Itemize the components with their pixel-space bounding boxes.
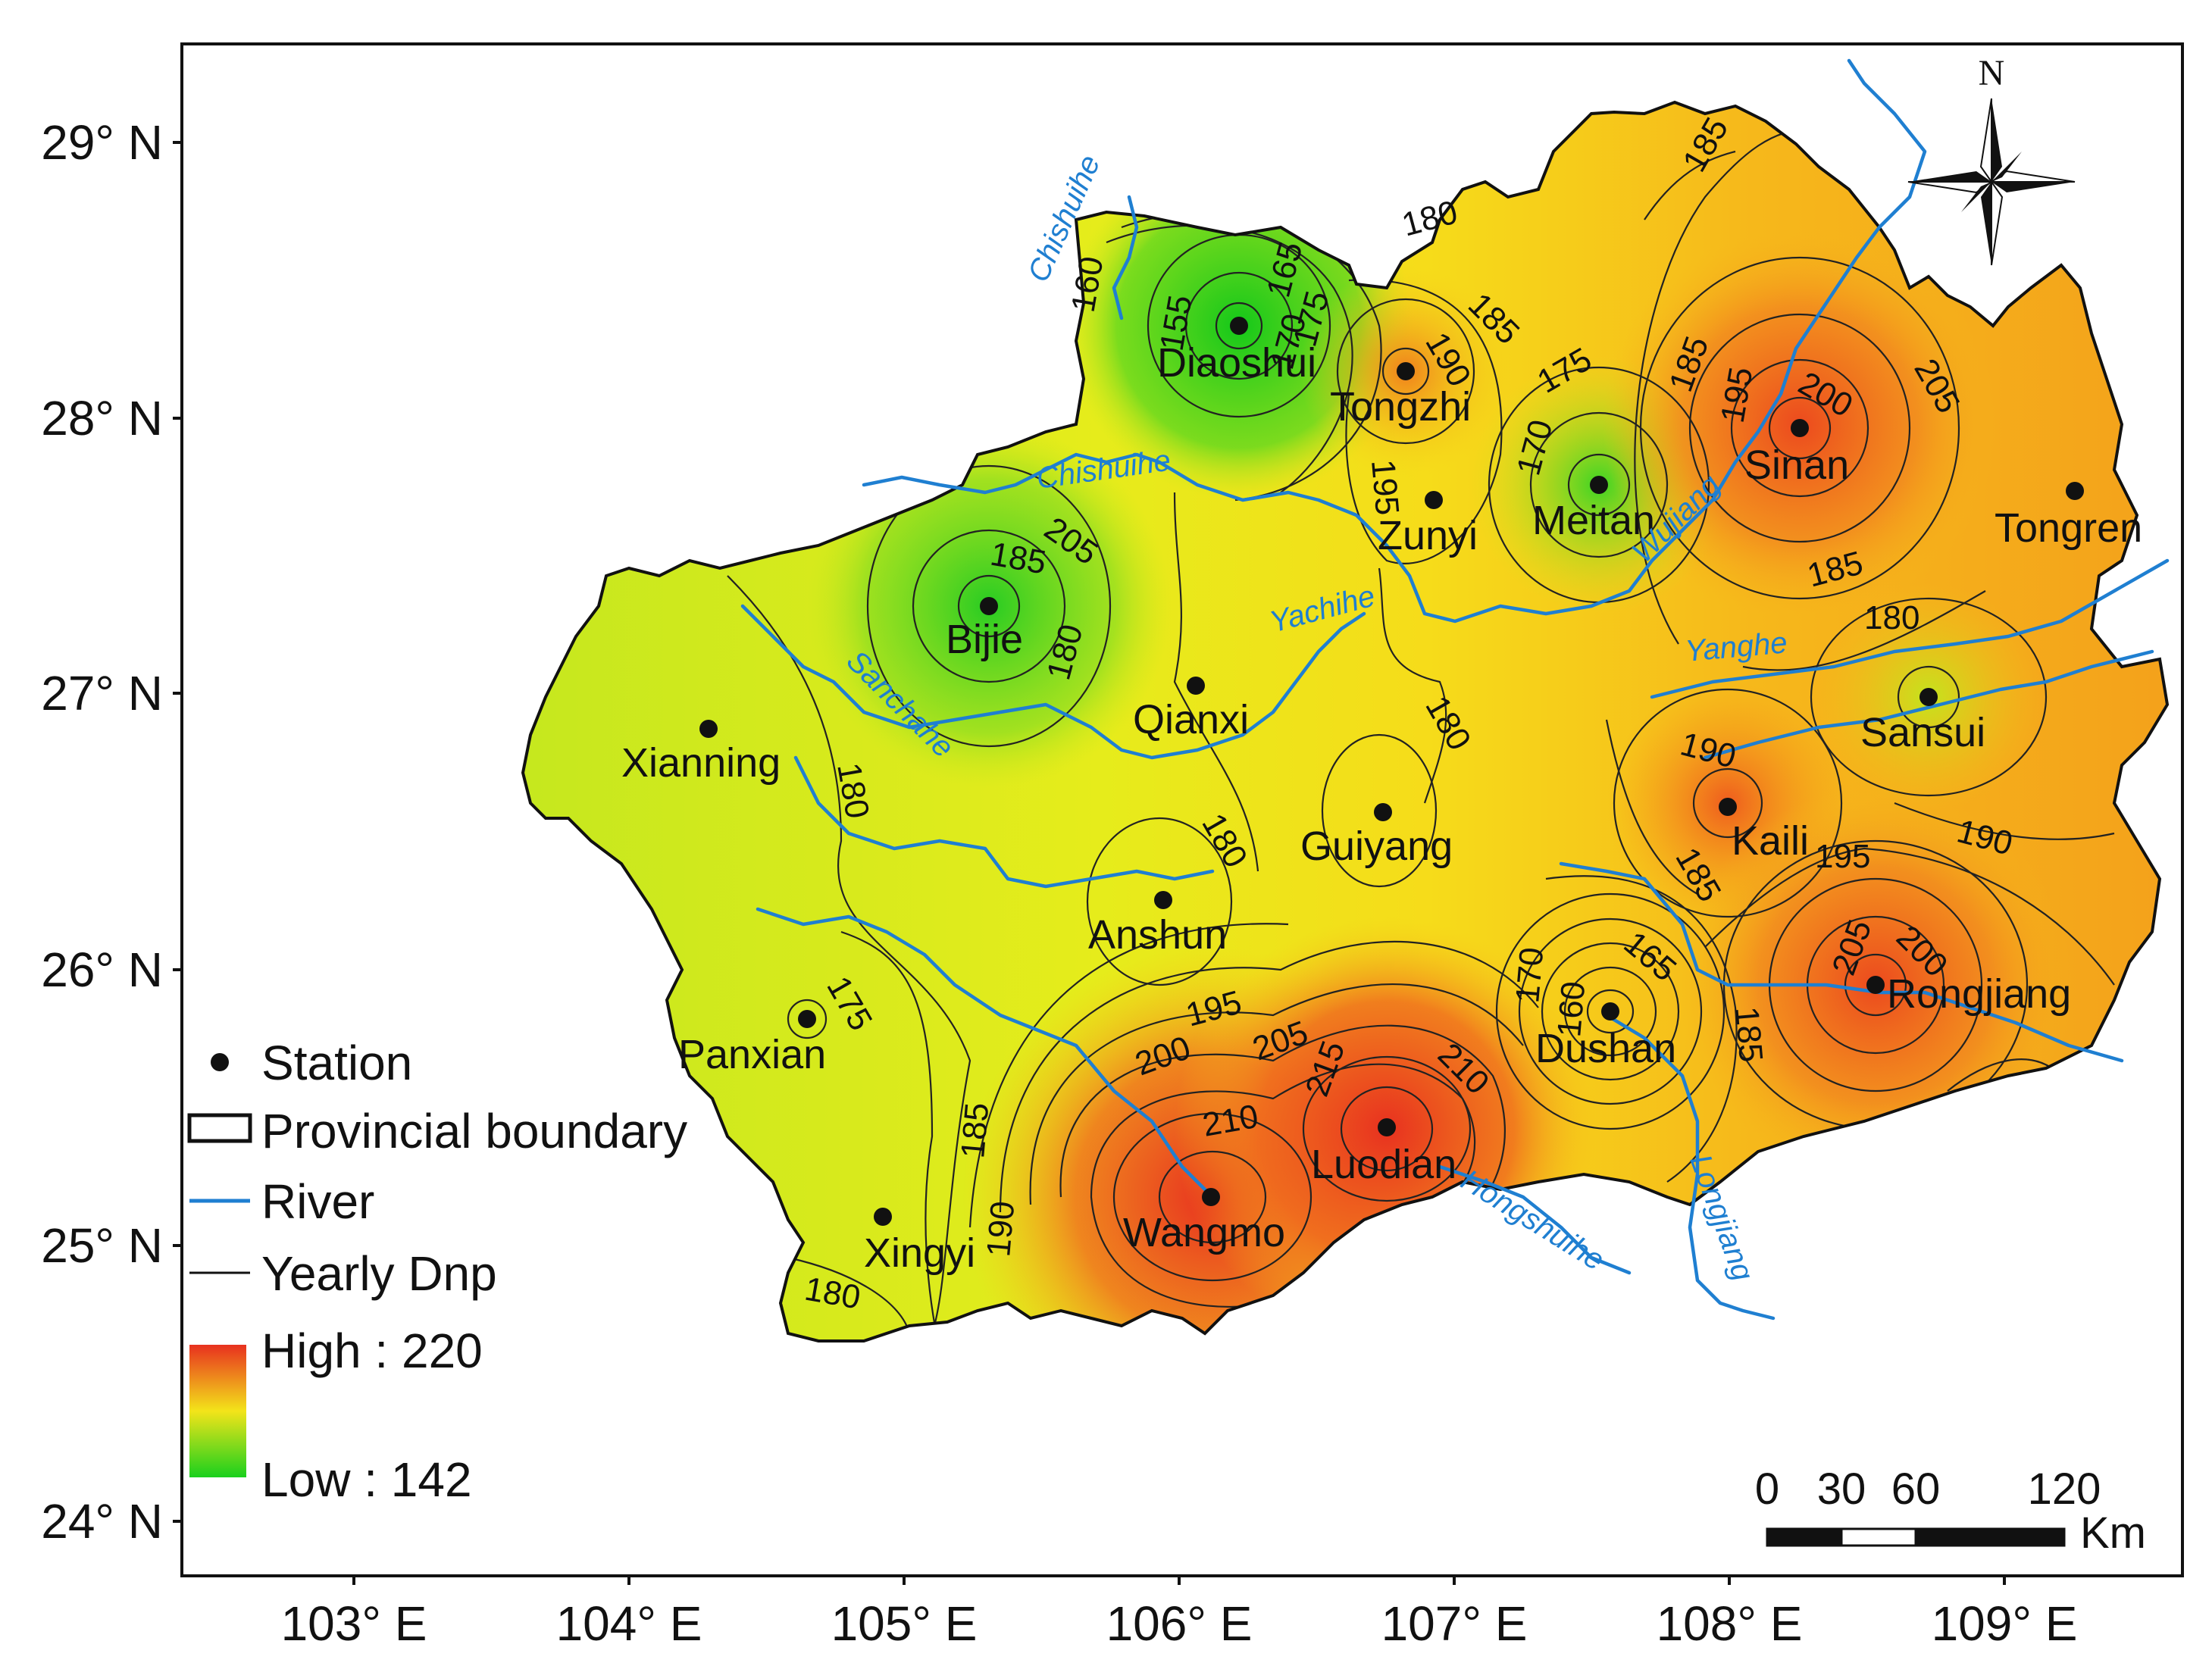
legend-boundary-symbol <box>187 1113 252 1143</box>
axis-ticks <box>173 141 2006 1585</box>
station-point-diaoshui <box>1230 317 1248 335</box>
lon-label-105: 105° E <box>831 1596 978 1651</box>
station-label-bijie: Bijie <box>946 617 1023 662</box>
lon-label-106: 106° E <box>1106 1596 1253 1651</box>
station-point-dushan <box>1601 1002 1619 1021</box>
station-point-qianxi <box>1187 677 1205 695</box>
provincial-boundary <box>521 100 2170 1342</box>
legend-high-label: High : 220 <box>261 1324 483 1378</box>
station-point-zunyi <box>1425 491 1443 509</box>
station-labels: Diaoshui Tongzhi Meitan Sinan Tongren Zu… <box>621 340 2142 1276</box>
rivers <box>740 58 2170 1321</box>
contour-label: 160 <box>1550 980 1592 1038</box>
longitude-labels: 103° E 104° E 105° E 106° E 107° E 108° … <box>281 1596 2078 1651</box>
lat-label-24: 24° N <box>41 1494 163 1549</box>
station-label-anshun: Anshun <box>1088 912 1227 958</box>
station-label-qianxi: Qianxi <box>1133 697 1249 742</box>
station-point-anshun <box>1154 891 1172 909</box>
contour-label: 195 <box>1815 838 1870 875</box>
contour-label: 195 <box>1364 458 1406 517</box>
station-points <box>699 317 2084 1226</box>
station-point-sansui <box>1919 688 1938 706</box>
legend-river-label: River <box>261 1174 374 1229</box>
lat-label-29: 29° N <box>41 115 163 170</box>
station-label-guiyang: Guiyang <box>1300 824 1453 869</box>
legend-station-symbol <box>211 1053 229 1071</box>
contour-label: 170 <box>1509 946 1550 1004</box>
north-arrow: N <box>1907 53 2076 266</box>
station-label-luodian: Luodian <box>1311 1142 1456 1187</box>
station-label-rongjiang: Rongjiang <box>1887 971 2071 1017</box>
station-label-xianning: Xianning <box>621 740 781 786</box>
legend-color-ramp <box>189 1345 246 1477</box>
station-point-rongjiang <box>1866 976 1885 994</box>
station-point-guiyang <box>1374 803 1392 821</box>
lat-label-26: 26° N <box>41 942 163 997</box>
station-label-tongren: Tongren <box>1995 505 2142 551</box>
scale-label-0: 0 <box>1755 1464 1779 1514</box>
scale-bar: 0 30 60 120 Km <box>1755 1464 2146 1558</box>
station-label-kaili: Kaili <box>1732 818 1809 864</box>
legend-low-label: Low : 142 <box>261 1452 472 1507</box>
scale-label-30: 30 <box>1817 1464 1866 1514</box>
lat-label-27: 27° N <box>41 666 163 720</box>
station-point-luodian <box>1378 1118 1396 1136</box>
lon-label-104: 104° E <box>556 1596 702 1651</box>
contour-lines <box>727 127 2115 1341</box>
station-label-sinan: Sinan <box>1744 442 1849 488</box>
scale-unit: Km <box>2080 1508 2146 1558</box>
station-point-meitan <box>1590 476 1608 494</box>
station-point-tongren <box>2066 482 2084 500</box>
contour-label: 185 <box>1728 1005 1769 1064</box>
station-point-sinan <box>1791 419 1809 437</box>
lon-label-109: 109° E <box>1932 1596 2078 1651</box>
station-point-kaili <box>1719 798 1737 816</box>
station-label-tongzhi: Tongzhi <box>1330 384 1471 430</box>
legend: Station Provincial boundary River Yearly… <box>187 1036 687 1507</box>
lat-label-28: 28° N <box>41 391 163 445</box>
legend-boundary-label: Provincial boundary <box>261 1104 687 1158</box>
station-point-panxian <box>798 1010 816 1028</box>
legend-contour-label: Yearly Dnp <box>261 1246 497 1301</box>
station-label-panxian: Panxian <box>678 1032 826 1077</box>
station-point-wangmo <box>1202 1188 1220 1206</box>
contour-label: 185 <box>954 1101 996 1159</box>
lat-label-25: 25° N <box>41 1218 163 1273</box>
station-label-meitan: Meitan <box>1532 498 1655 543</box>
station-point-xingyi <box>874 1208 892 1226</box>
station-label-sansui: Sansui <box>1860 710 1985 755</box>
latitude-labels: 29° N 28° N 27° N 26° N 25° N 24° N <box>41 115 163 1549</box>
station-point-bijie <box>980 597 998 615</box>
map-frame <box>180 42 2184 1577</box>
station-label-wangmo: Wangmo <box>1123 1210 1285 1255</box>
station-label-xingyi: Xingyi <box>864 1230 975 1276</box>
scale-label-60: 60 <box>1891 1464 1941 1514</box>
lon-label-107: 107° E <box>1381 1596 1528 1651</box>
contour-label: 190 <box>980 1199 1022 1258</box>
north-arrow-label: N <box>1979 53 2005 93</box>
contour-label: 180 <box>1864 599 1919 636</box>
legend-station-label: Station <box>261 1036 412 1090</box>
lon-label-108: 108° E <box>1657 1596 1803 1651</box>
station-label-diaoshui: Diaoshui <box>1157 340 1316 386</box>
station-point-tongzhi <box>1397 362 1415 380</box>
station-point-xianning <box>699 720 718 738</box>
lon-label-103: 103° E <box>281 1596 427 1651</box>
scale-label-120: 120 <box>2028 1464 2101 1514</box>
station-label-dushan: Dushan <box>1535 1026 1676 1071</box>
station-label-zunyi: Zunyi <box>1378 513 1478 558</box>
